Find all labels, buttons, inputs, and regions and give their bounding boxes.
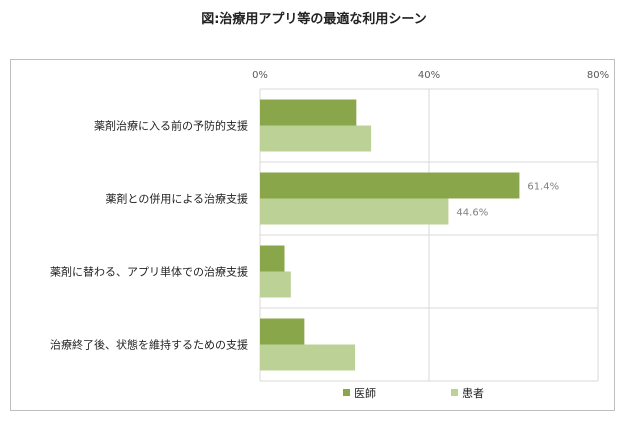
bar-患者-3 (260, 344, 356, 371)
legend-label: 医師 (354, 387, 376, 400)
bar-医師-0 (260, 99, 357, 126)
bar-患者-1 (260, 198, 449, 225)
x-tick-label: 80% (587, 70, 609, 81)
category-label: 薬剤との併用による治療支援 (105, 192, 248, 206)
x-tick-label: 40% (418, 70, 440, 81)
x-tick-label: 0% (252, 70, 268, 81)
legend-swatch (343, 389, 350, 396)
bar-患者-0 (260, 125, 372, 152)
chart-title: 図:治療用アプリ等の最適な利用シーン (201, 12, 427, 27)
data-label: 61.4% (527, 182, 559, 193)
category-label: 治療終了後、状態を維持するための支援 (50, 338, 248, 352)
bar-医師-1 (260, 172, 520, 199)
category-label: 薬剤に替わる、アプリ単体での治療支援 (50, 265, 248, 279)
bar-医師-2 (260, 245, 285, 272)
legend-label: 患者 (462, 387, 484, 400)
bar-医師-3 (260, 318, 305, 345)
data-label: 44.6% (456, 208, 488, 219)
category-label: 薬剤治療に入る前の予防的支援 (94, 119, 248, 133)
chart-frame (10, 59, 615, 411)
bar-患者-2 (260, 271, 291, 298)
legend-swatch (451, 389, 458, 396)
